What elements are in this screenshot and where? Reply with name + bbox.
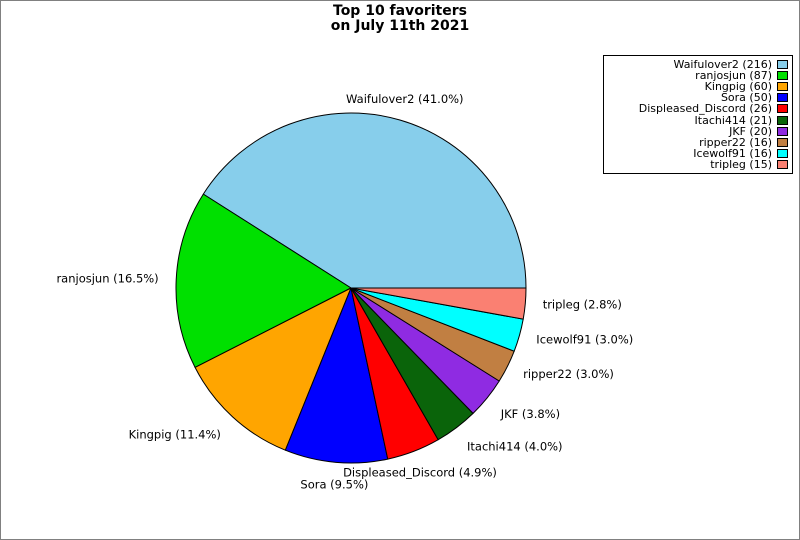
legend-item-ripper22: ripper22 (16) [608,137,788,148]
legend-label: ranjosjun (87) [695,69,772,83]
pie-slice-Waifulover2 [202,112,527,289]
legend-label: Icewolf91 (16) [693,146,772,160]
legend-item-Itachi414: Itachi414 (21) [608,115,788,126]
legend-color-swatch [777,104,788,114]
legend-item-Kingpig: Kingpig (60) [608,81,788,92]
legend-label: JKF (20) [729,124,772,138]
pie-label-JKF: JKF (3.8%) [500,407,560,421]
legend-item-ranjosjun: ranjosjun (87) [608,70,788,81]
pie-label-Icewolf91: Icewolf91 (3.0%) [536,333,633,347]
pie-slice-ranjosjun [175,193,352,368]
legend-label: Sora (50) [720,91,772,105]
chart-title: Top 10 favoriters on July 11th 2021 [1,4,799,34]
legend-color-swatch [777,71,788,81]
pie-label-ranjosjun: ranjosjun (16.5%) [56,271,158,285]
legend-color-swatch [777,82,788,92]
legend-label: Kingpig (60) [704,80,772,94]
legend-item-Displeased_Discord: Displeased_Discord (26) [608,103,788,114]
legend-label: tripleg (15) [710,157,772,171]
pie-label-tripleg: tripleg (2.8%) [543,298,622,312]
legend-color-swatch [777,93,788,103]
legend-label: ripper22 (16) [699,135,772,149]
chart-title-line1: Top 10 favoriters [333,3,467,19]
legend-label: Waifulover2 (216) [673,58,772,71]
legend-color-swatch [777,137,788,147]
legend-item-JKF: JKF (20) [608,126,788,137]
pie-slice-Kingpig [194,287,352,451]
legend: Waifulover2 (216) ranjosjun (87) Kingpig (… [603,55,793,174]
legend-label: Itachi414 (21) [694,113,772,127]
legend-item-Waifulover2: Waifulover2 (216) [608,59,788,70]
pie-slice-Sora [284,287,389,464]
pie-slice-tripleg [350,287,527,320]
legend-item-tripleg: tripleg (15) [608,159,788,170]
pie-label-Itachi414: Itachi414 (4.0%) [467,439,563,453]
pie-label-Kingpig: Kingpig (11.4%) [129,428,221,442]
legend-item-Icewolf91: Icewolf91 (16) [608,148,788,159]
pie-label-Waifulover2: Waifulover2 (41.0%) [346,92,464,106]
pie-label-Displeased_Discord: Displeased_Discord (4.9%) [343,465,497,479]
legend-color-swatch [777,60,788,69]
legend-color-swatch [777,148,788,158]
pie-label-Sora: Sora (9.5%) [300,478,368,492]
legend-label: Displeased_Discord (26) [638,102,772,116]
chart-title-line2: on July 11th 2021 [330,18,470,34]
legend-color-swatch [777,126,788,136]
legend-color-swatch [777,115,788,125]
legend-color-swatch [777,159,788,169]
pie-label-ripper22: ripper22 (3.0%) [523,367,614,381]
legend-item-Sora: Sora (50) [608,92,788,103]
